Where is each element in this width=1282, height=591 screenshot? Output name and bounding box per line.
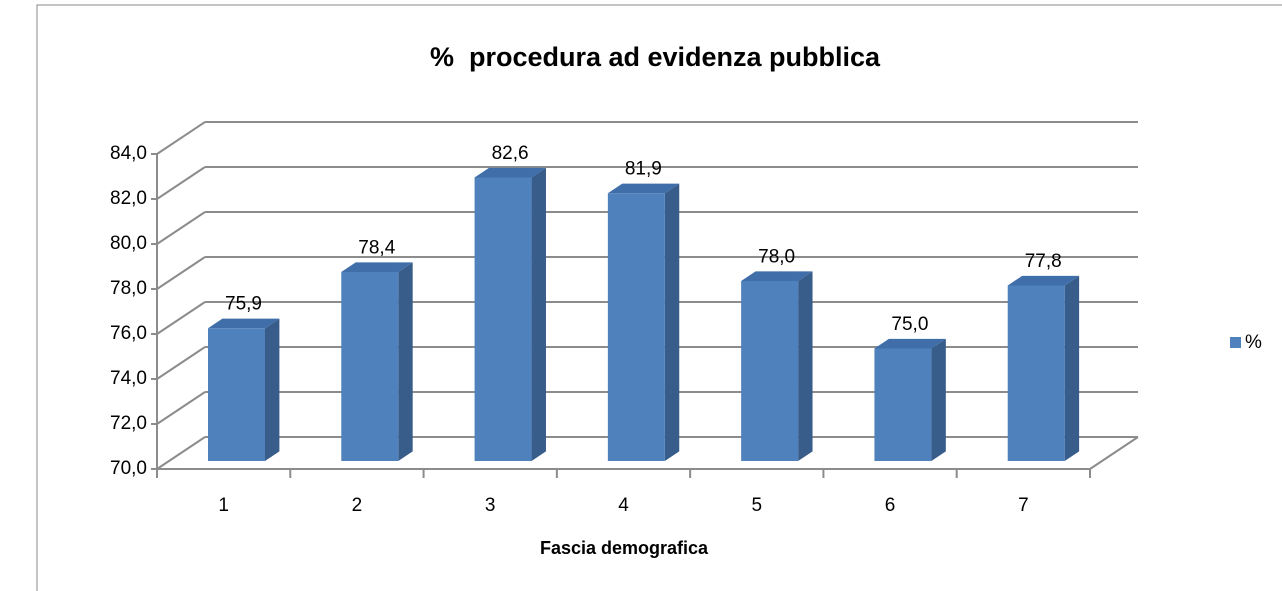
bar-side <box>798 271 813 461</box>
legend-swatch <box>1230 337 1241 348</box>
grid-line-side <box>156 166 206 200</box>
grid-line-side <box>156 346 206 380</box>
value-label: 75,0 <box>891 314 928 335</box>
value-label: 78,0 <box>758 246 795 267</box>
grid-line-side <box>156 121 206 155</box>
bar-side <box>531 167 546 461</box>
y-tick-label: 84,0 <box>110 143 147 164</box>
chart-border <box>36 4 1282 591</box>
bar-side <box>398 262 413 461</box>
bar <box>208 328 265 461</box>
legend-label: % <box>1245 332 1262 353</box>
y-tick-label: 78,0 <box>110 278 147 299</box>
y-tick-label: 80,0 <box>110 233 147 254</box>
x-axis-label: Fascia demografica <box>540 538 709 558</box>
bar <box>474 177 532 461</box>
x-tick-label: 4 <box>618 495 629 516</box>
bar-side <box>265 318 280 461</box>
value-label: 78,4 <box>358 237 395 258</box>
y-tick-label: 74,0 <box>110 368 147 389</box>
x-tick-label: 2 <box>352 495 363 516</box>
bar-top <box>741 271 813 281</box>
bar-top <box>874 338 946 349</box>
value-label: 75,9 <box>225 294 262 315</box>
bar-top <box>1007 275 1080 286</box>
bar-top <box>607 183 680 194</box>
grid-line-side <box>156 211 206 245</box>
bar-side <box>664 183 680 461</box>
grid-line-side <box>156 436 206 470</box>
bar <box>607 193 665 461</box>
grid-line-side <box>156 256 206 290</box>
bar-top <box>208 318 280 329</box>
x-tick-label: 7 <box>1018 495 1029 516</box>
x-tick-label: 3 <box>485 495 496 516</box>
bar <box>874 348 932 461</box>
value-label: 81,9 <box>625 159 662 180</box>
floor-edge <box>1089 436 1139 470</box>
bar-side <box>1064 275 1080 461</box>
y-tick-label: 72,0 <box>110 413 147 434</box>
value-label: 77,8 <box>1025 251 1062 272</box>
y-tick-label: 82,0 <box>110 188 147 209</box>
bar <box>1007 285 1065 461</box>
x-tick-label: 6 <box>885 495 896 516</box>
bar <box>341 272 399 461</box>
bar-top <box>341 262 413 272</box>
grid-line-side <box>156 391 206 425</box>
y-tick-label: 76,0 <box>110 323 147 344</box>
bar <box>741 281 799 461</box>
chart-title: % procedura ad evidenza pubblica <box>430 42 881 72</box>
grid-line-side <box>156 301 206 335</box>
value-label: 82,6 <box>492 143 529 164</box>
x-tick-label: 1 <box>218 495 229 516</box>
bar-side <box>931 338 946 461</box>
y-tick-label: 70,0 <box>110 458 147 479</box>
bar-top <box>474 167 546 178</box>
x-tick-label: 5 <box>751 495 762 516</box>
